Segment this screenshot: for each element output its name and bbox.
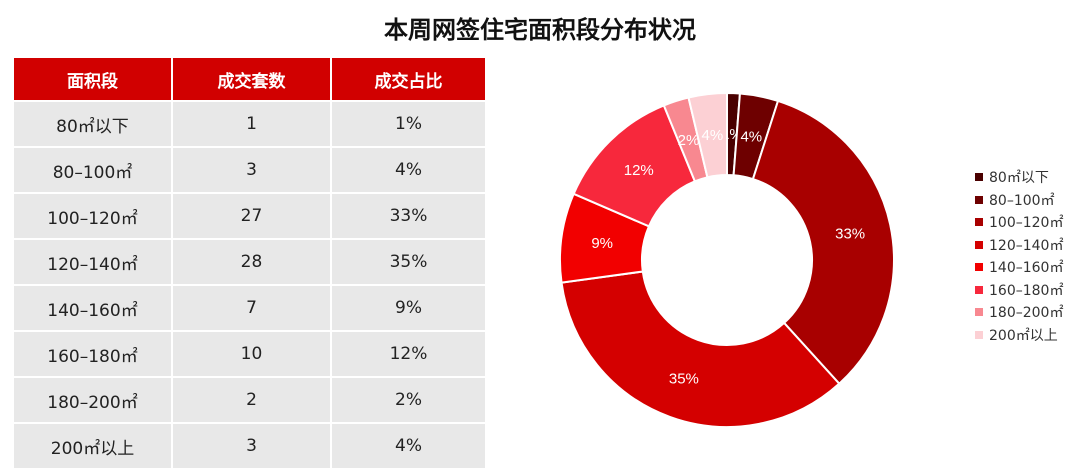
- table-row: 160–180㎡ 10 12%: [14, 332, 485, 376]
- table-row: 100–120㎡ 27 33%: [14, 194, 485, 238]
- legend-label: 200㎡以上: [989, 327, 1058, 344]
- slice-label: 9%: [591, 235, 613, 252]
- legend-swatch-icon: [975, 285, 983, 294]
- cell-share: 12%: [332, 332, 485, 376]
- legend-label: 80㎡以下: [989, 170, 1049, 187]
- cell-share: 35%: [332, 240, 485, 284]
- legend-item: 80–100㎡: [975, 189, 1063, 212]
- table-row: 200㎡以上 3 4%: [14, 424, 485, 468]
- cell-count: 28: [173, 240, 330, 284]
- table-row: 180–200㎡ 2 2%: [14, 378, 485, 422]
- legend-item: 120–140㎡: [975, 234, 1063, 257]
- cell-share: 9%: [332, 286, 485, 330]
- legend-swatch-icon: [975, 218, 983, 227]
- cell-count: 3: [173, 148, 330, 192]
- donut-slice: [751, 99, 895, 386]
- cell-count: 27: [173, 194, 330, 238]
- slice-label: 33%: [835, 225, 865, 242]
- header-area-range: 面积段: [14, 58, 171, 100]
- cell-area: 80㎡以下: [14, 102, 171, 146]
- donut-slice: [687, 91, 728, 179]
- table-row: 80–100㎡ 3 4%: [14, 148, 485, 192]
- cell-area: 140–160㎡: [14, 286, 171, 330]
- legend-swatch-icon: [975, 173, 983, 182]
- legend-label: 80–100㎡: [989, 192, 1055, 209]
- legend-label: 100–120㎡: [989, 215, 1064, 232]
- slice-label: 35%: [669, 370, 699, 387]
- table-row: 80㎡以下 1 1%: [14, 102, 485, 146]
- legend-label: 160–180㎡: [989, 282, 1064, 299]
- cell-area: 180–200㎡: [14, 378, 171, 422]
- legend-swatch-icon: [975, 263, 983, 272]
- cell-share: 1%: [332, 102, 485, 146]
- cell-share: 2%: [332, 378, 485, 422]
- table-row: 140–160㎡ 7 9%: [14, 286, 485, 330]
- legend-label: 180–200㎡: [989, 305, 1064, 322]
- cell-area: 120–140㎡: [14, 240, 171, 284]
- legend-item: 160–180㎡: [975, 279, 1063, 302]
- legend-label: 140–160㎡: [989, 260, 1064, 277]
- cell-area: 80–100㎡: [14, 148, 171, 192]
- cell-count: 10: [173, 332, 330, 376]
- legend-swatch-icon: [975, 195, 983, 204]
- cell-count: 3: [173, 424, 330, 468]
- legend-label: 120–140㎡: [989, 237, 1064, 254]
- chart-legend: 80㎡以下 80–100㎡ 100–120㎡ 120–140㎡ 140–160㎡…: [975, 166, 1063, 346]
- legend-swatch-icon: [975, 240, 983, 249]
- chart-title: 本周网签住宅面积段分布状况: [384, 16, 696, 44]
- legend-swatch-icon: [975, 330, 983, 339]
- legend-item: 100–120㎡: [975, 211, 1063, 234]
- donut-slice: [560, 270, 841, 428]
- cell-count: 2: [173, 378, 330, 422]
- slice-label: 4%: [740, 128, 762, 145]
- table-header-row: 面积段 成交套数 成交占比: [14, 58, 485, 100]
- cell-area: 100–120㎡: [14, 194, 171, 238]
- legend-item: 180–200㎡: [975, 301, 1063, 324]
- legend-item: 140–160㎡: [975, 256, 1063, 279]
- cell-share: 33%: [332, 194, 485, 238]
- cell-area: 200㎡以上: [14, 424, 171, 468]
- cell-share: 4%: [332, 148, 485, 192]
- header-deal-share: 成交占比: [332, 58, 485, 100]
- cell-count: 7: [173, 286, 330, 330]
- table-row: 120–140㎡ 28 35%: [14, 240, 485, 284]
- slice-label: 4%: [702, 127, 724, 144]
- cell-share: 4%: [332, 424, 485, 468]
- legend-item: 200㎡以上: [975, 324, 1063, 347]
- legend-swatch-icon: [975, 308, 983, 317]
- area-distribution-table: 面积段 成交套数 成交占比 80㎡以下 1 1% 80–100㎡ 3 4% 100–12…: [12, 56, 487, 470]
- slice-label: 12%: [624, 162, 654, 179]
- cell-count: 1: [173, 102, 330, 146]
- header-deal-count: 成交套数: [173, 58, 330, 100]
- cell-area: 160–180㎡: [14, 332, 171, 376]
- slice-label: 2%: [678, 132, 700, 149]
- legend-item: 80㎡以下: [975, 166, 1063, 189]
